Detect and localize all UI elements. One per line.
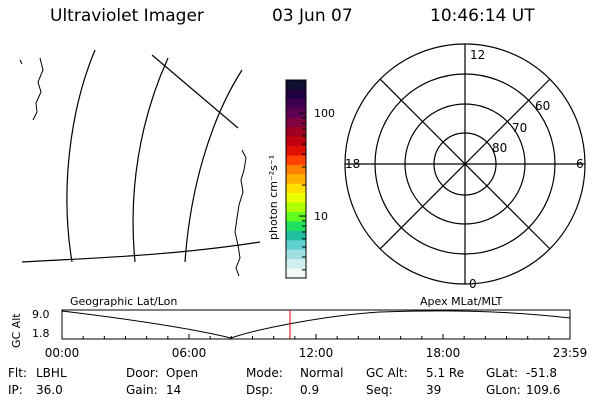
info-value: LBHL xyxy=(36,366,67,380)
altitude-curve xyxy=(61,310,571,339)
info-key: IP: xyxy=(8,383,23,397)
time-label: 10:46:14 UT xyxy=(430,6,535,26)
info-key: GLon: xyxy=(486,383,521,397)
timeline-tick-label: 00:00 xyxy=(45,346,80,360)
colorbar-ticks: 100 10 xyxy=(299,81,335,271)
info-key: Dsp: xyxy=(246,383,273,397)
colorbar-swatch xyxy=(286,146,306,156)
info-value: 14 xyxy=(166,383,181,397)
colorbar-unit-label: photon cm⁻²s⁻¹ xyxy=(267,155,280,240)
info-value: 109.6 xyxy=(526,383,560,397)
info-key: GLat: xyxy=(486,366,518,380)
colorbar-swatch xyxy=(286,230,306,241)
info-value: 5.1 Re xyxy=(426,366,464,380)
timeline-right-title: Apex MLat/MLT xyxy=(420,295,503,308)
polar-label-0: 0 xyxy=(469,277,477,291)
timeline-tick-label: 18:00 xyxy=(426,346,461,360)
coastline-west xyxy=(19,57,44,121)
colorbar-swatch xyxy=(286,98,306,109)
colorbar-swatch xyxy=(286,202,306,213)
timeline-tick-label: 06:00 xyxy=(172,346,207,360)
colorbar-swatch xyxy=(286,174,306,185)
colorbar-swatch xyxy=(286,127,306,138)
info-key: Door: xyxy=(126,366,159,380)
polar-labels: 80 70 60 12 0 18 6 xyxy=(345,47,584,291)
colorbar-swatch xyxy=(286,249,306,260)
colorbar-swatch xyxy=(286,155,306,166)
info-key: Seq: xyxy=(366,383,393,397)
colorbar-tick-label: 100 xyxy=(314,107,335,120)
info-value: Normal xyxy=(300,366,343,380)
colorbar-swatch xyxy=(286,212,306,222)
info-key: Mode: xyxy=(246,366,283,380)
date-label: 03 Jun 07 xyxy=(272,6,353,26)
polar-label-70: 70 xyxy=(512,121,527,135)
polar-label-12-bg xyxy=(469,47,487,61)
info-value: -51.8 xyxy=(526,366,557,380)
timeline-ticks: 00:00 06:00 12:00 18:00 23:59 xyxy=(45,334,588,360)
polar-label-18: 18 xyxy=(345,157,360,171)
colorbar-swatch xyxy=(286,136,306,147)
polar-label-80: 80 xyxy=(492,141,507,155)
info-key: Gain: xyxy=(126,383,158,397)
polar-label-60: 60 xyxy=(535,99,550,113)
instrument-title: Ultraviolet Imager xyxy=(50,6,204,26)
timeline-y-max: 9.0 xyxy=(32,308,50,321)
colorbar-swatch xyxy=(286,193,306,204)
timeline-tick-label: 23:59 xyxy=(553,346,588,360)
colorbar-tick-label: 10 xyxy=(314,210,328,223)
timeline-panel: 00:00 06:00 12:00 18:00 23:59 xyxy=(45,309,588,360)
colorbar-swatch xyxy=(286,268,306,279)
info-value: 39 xyxy=(426,383,441,397)
info-value: 0.9 xyxy=(300,383,319,397)
colorbar-swatch xyxy=(286,117,306,128)
meridian-arc-1 xyxy=(66,49,96,263)
polar-plot xyxy=(344,43,586,285)
colorbar-swatch xyxy=(286,259,306,270)
polar-label-12: 12 xyxy=(470,48,485,62)
timeline-tick-label: 12:00 xyxy=(299,346,334,360)
polar-label-6: 6 xyxy=(576,157,584,171)
colorbar-swatch xyxy=(286,80,306,90)
info-key: GC Alt: xyxy=(366,366,408,380)
latitude-line xyxy=(21,241,261,263)
colorbar-swatch xyxy=(286,164,306,175)
color-bar xyxy=(285,79,307,279)
timeline-y-min: 1.8 xyxy=(32,327,50,340)
geographic-map xyxy=(19,49,261,277)
colorbar-swatch xyxy=(286,183,306,194)
colorbar-swatch xyxy=(286,108,306,119)
info-key: Flt: xyxy=(8,366,27,380)
info-value: 36.0 xyxy=(36,383,63,397)
info-value: Open xyxy=(166,366,198,380)
polar-diagonal-2 xyxy=(379,78,551,250)
colorbar-swatch xyxy=(286,240,306,251)
colorbar-swatch xyxy=(286,221,306,232)
map-diagonal-line xyxy=(151,54,239,129)
meridian-arc-2 xyxy=(132,57,169,263)
info-table: Flt: LBHL Door: Open Mode: Normal GC Alt: 5.1 R… xyxy=(8,366,560,397)
meridian-arc-3 xyxy=(184,69,243,263)
colorbar-frame xyxy=(285,79,307,279)
colorbar-swatch xyxy=(286,89,306,100)
timeline-left-title: Geographic Lat/Lon xyxy=(70,295,177,308)
timeline-y-label: GC Alt xyxy=(10,313,23,348)
coastline-east xyxy=(234,149,247,277)
